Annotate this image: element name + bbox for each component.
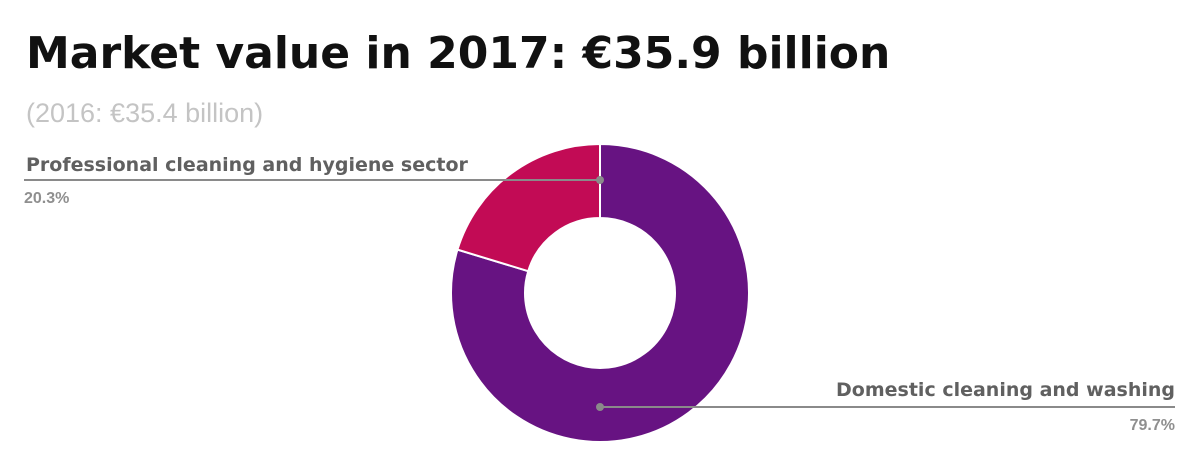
slice-value-label: 20.3% (24, 190, 69, 207)
donut-slice-domestic (450, 142, 750, 443)
chart-slices (450, 142, 750, 443)
slice-label: Professional cleaning and hygiene sector (26, 154, 469, 176)
donut-slice-professional (456, 142, 601, 273)
chart-labels: Domestic cleaning and washing 79.7% Profes… (24, 154, 1175, 434)
page-subtitle: (2016: €35.4 billion) (26, 98, 264, 128)
slice-value-label: 79.7% (1130, 417, 1175, 434)
page-title: Market value in 2017: €35.9 billion (26, 28, 891, 79)
chart-leader-lines (24, 176, 1175, 411)
slice-label: Domestic cleaning and washing (836, 379, 1175, 401)
leader-dot (596, 176, 604, 184)
leader-dot (596, 403, 604, 411)
